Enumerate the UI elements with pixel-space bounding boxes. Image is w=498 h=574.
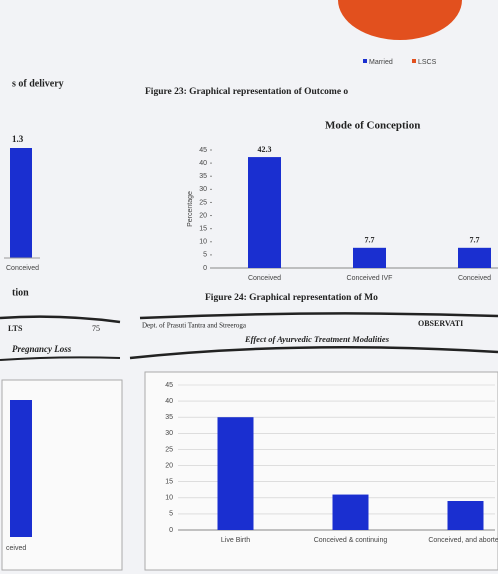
partial-bar [10,148,32,258]
legend-swatch [412,59,416,63]
category-label: ceived [6,545,26,552]
value-label: 1.3 [12,134,24,144]
y-tick-label: 25 [199,199,207,206]
x-tick-label: Conceived & continuing [314,537,388,544]
rule [129,345,498,360]
legend-item: Married [369,59,393,66]
running-header: Dept. of Prasuti Tantra and Streeroga [142,322,247,330]
y-tick-label: 30 [165,430,173,437]
y-tick-label: 5 [203,252,207,259]
running-header: LTS [8,324,23,333]
y-tick-label: 15 [199,226,207,233]
x-tick-label: Conceived [248,275,281,282]
pie-fragment [338,0,462,40]
y-tick-label: 45 [199,147,207,154]
x-tick-label: Conceived, and aborted [428,537,498,544]
y-tick-label: 10 [165,495,173,502]
header-rule [139,312,498,320]
y-tick-label: 15 [165,479,173,486]
rule [0,356,121,361]
bar [458,247,491,268]
value-label: 42.3 [258,145,272,154]
y-tick-label: 10 [199,239,207,246]
header-rule [0,315,121,324]
y-tick-label: 20 [165,462,173,469]
partial-bar [10,400,32,537]
category-label: Conceived [6,265,39,272]
y-tick-label: 0 [203,265,207,272]
figure-caption: Figure 23: Graphical representation of O… [145,87,348,97]
heading: s of delivery [12,78,64,89]
y-tick-label: 0 [169,527,173,534]
page-number: 75 [92,324,100,333]
y-tick-label: 25 [165,446,173,453]
y-tick-label: 45 [165,382,173,389]
legend-swatch [363,59,367,63]
y-tick-label: 35 [165,414,173,421]
x-tick-label: Conceived IVF [347,275,393,282]
running-header: OBSERVATI [418,319,463,328]
chart-title: Mode of Conception [325,120,420,132]
x-tick-label: Conceived [458,275,491,282]
y-tick-label: 40 [199,160,207,167]
chart-title: Effect of Ayurvedic Treatment Modalities [244,334,390,344]
value-label: 7.7 [470,236,480,245]
bar [447,501,484,530]
bar [217,417,254,530]
y-tick-label: 20 [199,212,207,219]
bar [353,247,386,268]
y-tick-label: 30 [199,186,207,193]
bar [332,494,369,530]
y-tick-label: 40 [165,398,173,405]
y-tick-label: 5 [169,511,173,518]
legend-item: LSCS [418,59,437,66]
y-tick-label: 35 [199,173,207,180]
y-axis-label: Percentage [187,191,194,227]
value-label: 7.7 [365,236,375,245]
chart-frame [144,371,498,571]
x-tick-label: Live Birth [221,537,250,544]
bar [248,157,281,268]
figure-caption: Figure 24: Graphical representation of M… [205,293,378,303]
heading: tion [12,287,29,298]
heading: Pregnancy Loss [12,344,72,354]
